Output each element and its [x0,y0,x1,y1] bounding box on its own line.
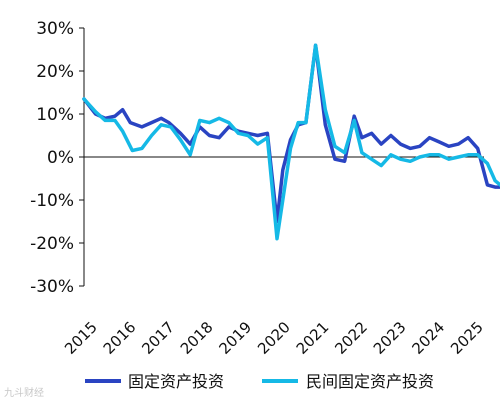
x-tick-label: 2023 [370,318,410,358]
series-lines [82,43,500,241]
x-tick-label: 2017 [138,318,178,358]
x-tick-label: 2018 [177,318,217,358]
y-tick-label: -20% [30,234,74,254]
x-tick-label: 2020 [254,318,294,358]
legend: 固定资产投资 民间固定资产投资 [85,372,434,391]
y-tick-label: 20% [36,62,74,82]
y-tick-label: 10% [36,105,74,125]
x-tick-label: 2024 [408,318,448,358]
y-tick-label: 30% [36,19,74,39]
y-tick-label: -30% [30,277,74,297]
x-tick-label: 2021 [293,318,333,358]
y-axis-tick-labels: 30% 20% 10% 0% -10% -20% -30% [30,19,84,297]
x-tick-label: 2016 [100,318,140,358]
watermark-text: 九斗财经 [4,386,44,399]
x-axis-tick-labels: 2015201620172018201920202021202220232024… [61,318,487,358]
series-line-private-fixed-asset-investment [82,43,500,241]
series-line-fixed-asset-investment [82,43,500,224]
legend-label: 固定资产投资 [128,372,224,391]
legend-label: 民间固定资产投资 [306,372,434,391]
x-tick-label: 2015 [61,318,101,358]
x-tick-label: 2025 [447,318,487,358]
x-tick-label: 2019 [215,318,255,358]
y-tick-label: 0% [47,148,74,168]
x-tick-label: 2022 [331,318,371,358]
y-tick-label: -10% [30,191,74,211]
